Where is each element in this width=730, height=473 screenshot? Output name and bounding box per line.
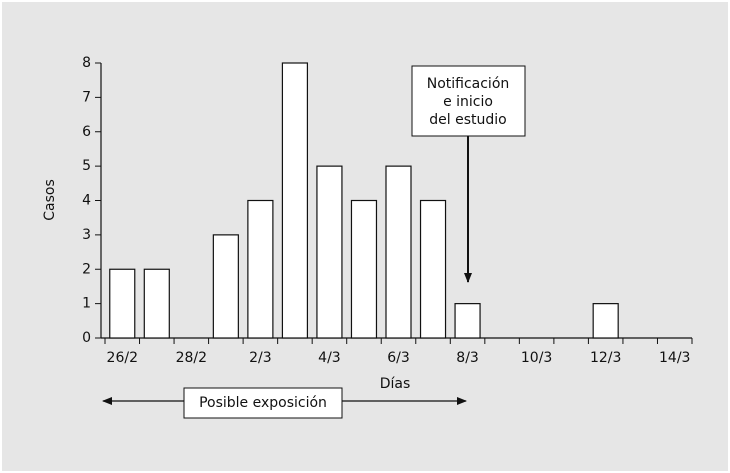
y-tick-label: 6: [82, 124, 91, 140]
y-tick-label: 4: [82, 193, 91, 209]
notification-line: del estudio: [429, 112, 506, 128]
y-tick-label: 8: [82, 55, 91, 71]
bar: [454, 303, 481, 339]
bar: [316, 165, 343, 339]
bar: [419, 199, 447, 339]
y-tick-label: 3: [82, 227, 91, 243]
x-axis-label: Días: [380, 376, 411, 392]
bar: [109, 268, 136, 339]
x-tick-label: 6/3: [387, 350, 410, 366]
y-tick-label: 7: [82, 89, 91, 105]
y-tick-label: 1: [82, 296, 91, 312]
exposure-box: [183, 387, 343, 419]
x-tick-label: 12/3: [590, 350, 621, 366]
bar: [212, 234, 239, 339]
y-tick-label: 2: [82, 261, 91, 277]
notification-line: e inicio: [443, 94, 493, 110]
x-tick-label: 8/3: [456, 350, 479, 366]
notification-box: [411, 65, 526, 137]
bar: [281, 62, 309, 339]
y-axis-label: Casos: [42, 179, 58, 221]
y-tick-label: 0: [82, 330, 91, 346]
bar: [385, 165, 412, 339]
notification-line: Notificación: [427, 76, 510, 92]
x-tick-label: 10/3: [521, 350, 552, 366]
exposure-label: Posible exposición: [199, 395, 327, 411]
bar: [143, 268, 170, 339]
bar: [592, 303, 619, 339]
bar: [247, 199, 274, 339]
bar: [350, 199, 378, 339]
x-tick-label: 28/2: [176, 350, 207, 366]
x-tick-label: 4/3: [318, 350, 341, 366]
x-tick-label: 26/2: [107, 350, 138, 366]
x-tick-label: 2/3: [249, 350, 272, 366]
y-tick-label: 5: [82, 158, 91, 174]
x-tick-label: 14/3: [659, 350, 690, 366]
